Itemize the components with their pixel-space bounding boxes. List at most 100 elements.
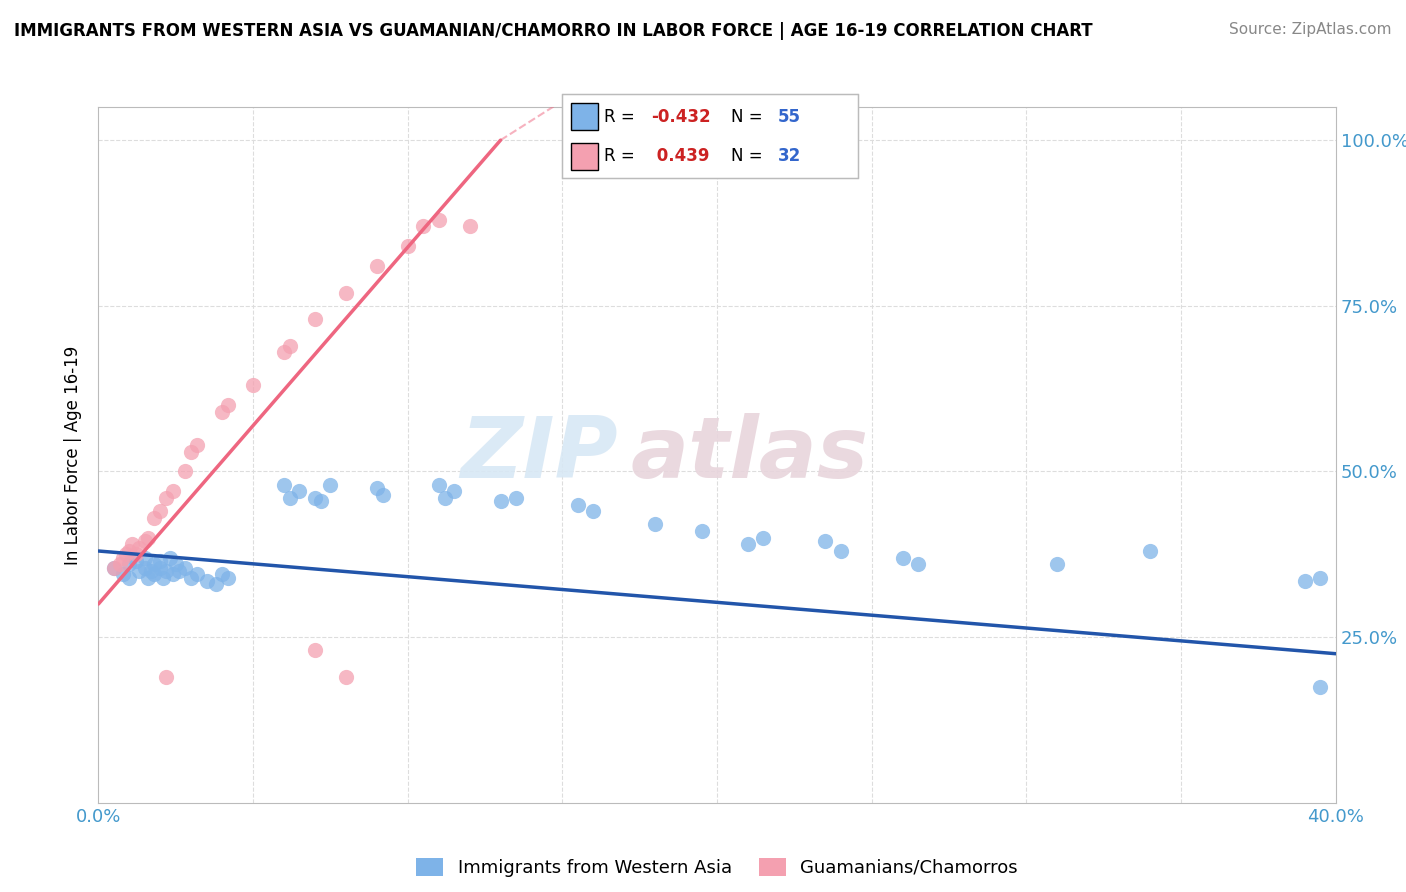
Point [366,259,388,273]
Point [180,444,202,458]
Point [304,312,326,326]
Point [304,643,326,657]
Point [143,511,166,525]
Text: 0.439: 0.439 [651,146,710,164]
Point [567,498,589,512]
Point [242,378,264,392]
Point [1046,558,1069,572]
Point [1294,574,1316,588]
Point [149,554,172,568]
Point [205,577,228,591]
Point [309,494,332,508]
Point [278,338,301,352]
Point [582,504,605,518]
Point [505,491,527,505]
Point [139,564,162,578]
Text: IMMIGRANTS FROM WESTERN ASIA VS GUAMANIAN/CHAMORRO IN LABOR FORCE | AGE 16-19 CO: IMMIGRANTS FROM WESTERN ASIA VS GUAMANIA… [14,22,1092,40]
Point [121,537,143,551]
Point [165,558,187,572]
Point [304,491,326,505]
Point [149,504,172,518]
Point [108,558,131,572]
Point [186,438,208,452]
Point [273,345,295,359]
Point [128,564,150,578]
Point [288,484,311,499]
Point [217,398,239,412]
Point [1309,680,1331,694]
Point [167,564,190,578]
Legend: Immigrants from Western Asia, Guamanians/Chamorros: Immigrants from Western Asia, Guamanians… [409,850,1025,884]
Point [830,544,852,558]
Point [644,517,666,532]
Point [134,550,156,565]
Point [143,558,166,572]
Point [427,477,450,491]
Point [814,534,837,549]
Point [152,570,174,584]
Point [118,544,141,558]
Point [335,670,357,684]
FancyBboxPatch shape [571,103,598,130]
Text: R =: R = [603,146,640,164]
Point [1139,544,1161,558]
Point [162,567,184,582]
Point [174,560,197,574]
Point [103,560,125,574]
Point [174,465,197,479]
Point [433,491,456,505]
Point [371,488,394,502]
Text: N =: N = [731,108,768,126]
Point [335,285,357,300]
Point [737,537,759,551]
Point [366,481,388,495]
Point [155,491,177,505]
Point [128,541,150,555]
Point [162,484,184,499]
Point [443,484,465,499]
Point [103,560,125,574]
Point [396,239,419,253]
Text: -0.432: -0.432 [651,108,710,126]
Point [118,570,141,584]
Text: atlas: atlas [630,413,869,497]
Point [752,531,775,545]
Text: Source: ZipAtlas.com: Source: ZipAtlas.com [1229,22,1392,37]
Point [112,550,135,565]
Point [458,219,481,234]
Point [136,570,159,584]
Point [690,524,713,538]
Point [211,567,233,582]
Point [124,547,146,561]
Point [136,531,159,545]
Point [1309,570,1331,584]
Point [907,558,929,572]
Point [412,219,434,234]
Point [159,550,181,565]
Point [155,670,177,684]
Point [180,570,202,584]
Point [155,564,177,578]
Text: 55: 55 [778,108,801,126]
Point [134,560,156,574]
Point [489,494,512,508]
Point [278,491,301,505]
Point [891,550,914,565]
Text: 32: 32 [778,146,801,164]
Point [149,560,172,574]
Text: N =: N = [731,146,768,164]
Point [115,547,138,561]
Point [134,534,156,549]
Y-axis label: In Labor Force | Age 16-19: In Labor Force | Age 16-19 [65,345,83,565]
Point [217,570,239,584]
Point [273,477,295,491]
Point [124,554,146,568]
Point [112,567,135,582]
Text: R =: R = [603,108,640,126]
Point [195,574,218,588]
FancyBboxPatch shape [571,143,598,169]
Point [118,558,141,572]
Text: ZIP: ZIP [460,413,619,497]
Point [427,212,450,227]
Point [319,477,342,491]
